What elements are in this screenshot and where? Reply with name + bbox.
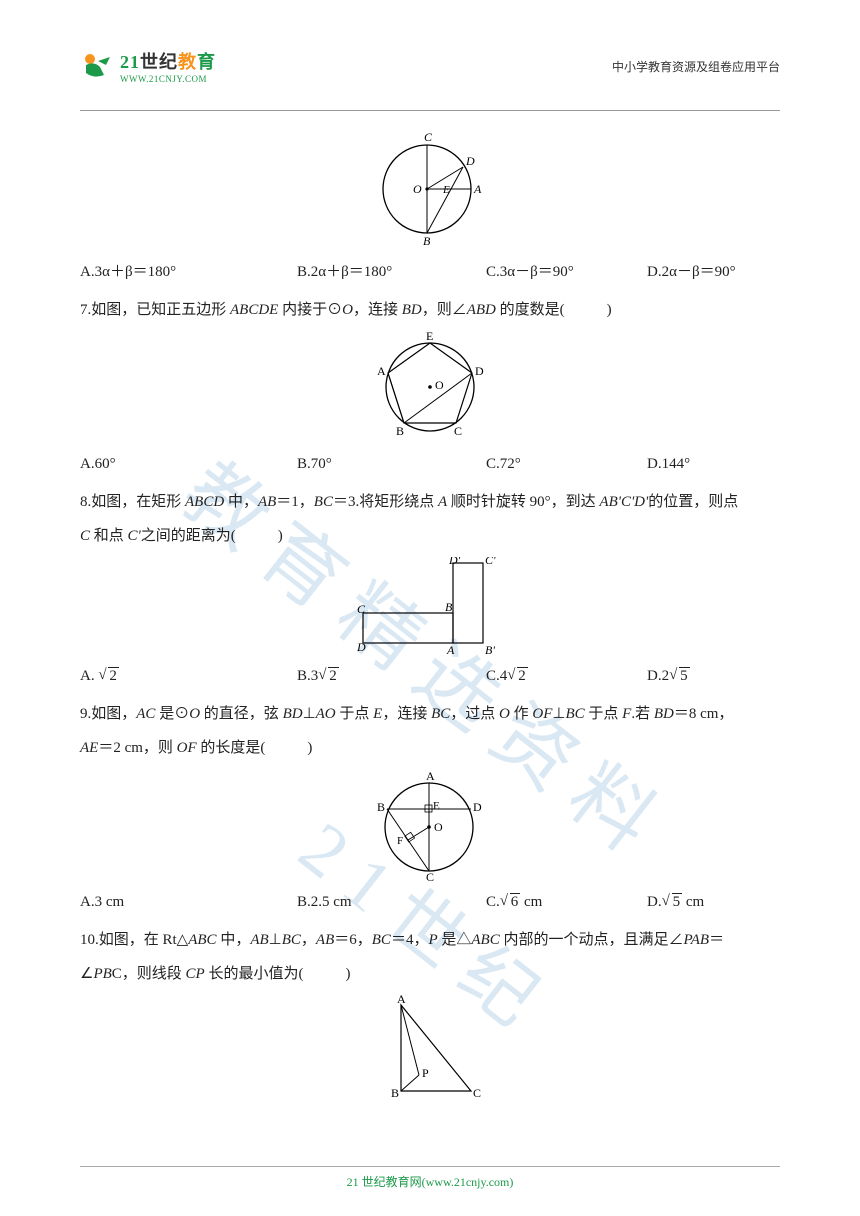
- fig9-svg: A B D E F O C: [371, 769, 489, 881]
- svg-text:D: D: [475, 364, 484, 378]
- svg-text:C: C: [357, 602, 366, 616]
- q9-opt-d: D.5 cm: [647, 894, 780, 911]
- svg-text:B: B: [396, 424, 404, 438]
- fig9-wrap: A B D E F O C: [80, 769, 780, 886]
- fig6-svg: C D A E O B: [375, 129, 485, 247]
- svg-text:B: B: [377, 800, 385, 814]
- svg-text:B': B': [485, 643, 495, 655]
- q9-options: A.3 cm B.2.5 cm C.6 cm D.5 cm: [80, 894, 780, 911]
- fig8-wrap: C D B A B' D' C': [80, 557, 780, 660]
- svg-text:C: C: [473, 1086, 481, 1100]
- q6-opt-a: A.3α＋β＝180°: [80, 260, 297, 281]
- svg-text:P: P: [422, 1066, 429, 1080]
- fig10-svg: A B C P: [375, 995, 485, 1105]
- svg-text:E: E: [442, 184, 450, 196]
- q10-text-2: ∠PBC，则线段 CP 长的最小值为( ): [80, 959, 780, 989]
- svg-text:E: E: [433, 800, 440, 812]
- q6-opt-c: C.3α－β＝90°: [486, 260, 647, 281]
- q7-opt-c: C.72°: [486, 456, 647, 473]
- q8-options: A. 2 B.32 C.42 D.25: [80, 668, 780, 685]
- q8-text-1: 8.如图，在矩形 ABCD 中，AB＝1，BC＝3.将矩形绕点 A 顺时针旋转 …: [80, 487, 780, 517]
- fig6-wrap: C D A E O B: [80, 129, 780, 252]
- q7-opt-b: B.70°: [297, 456, 486, 473]
- footer-text: 21 世纪教育网(www.21cnjy.com): [347, 1175, 514, 1189]
- q8-opt-c: C.42: [486, 668, 647, 685]
- svg-text:A: A: [426, 769, 435, 783]
- q8-opt-a: A. 2: [80, 668, 297, 685]
- svg-text:D: D: [465, 154, 475, 168]
- fig7-wrap: E A D B C O: [80, 331, 780, 448]
- q9-text-1: 9.如图，AC 是⊙O 的直径，弦 BD⊥AO 于点 E，连接 BC，过点 O …: [80, 699, 780, 729]
- q8-opt-d: D.25: [647, 668, 780, 685]
- svg-text:D: D: [473, 800, 482, 814]
- page-footer: 21 世纪教育网(www.21cnjy.com): [0, 1166, 860, 1190]
- q9-text-2: AE＝2 cm，则 OF 的长度是( ): [80, 733, 780, 763]
- q7-text: 7.如图，已知正五边形 ABCDE 内接于⊙O，连接 BD，则∠ABD 的度数是…: [80, 295, 780, 325]
- q6-opt-d: D.2α－β＝90°: [647, 260, 780, 281]
- svg-text:O: O: [434, 820, 443, 834]
- q7-options: A.60° B.70° C.72° D.144°: [80, 456, 780, 473]
- header-right-text: 中小学教育资源及组卷应用平台: [612, 58, 780, 75]
- svg-text:B: B: [391, 1086, 399, 1100]
- svg-text:B: B: [423, 234, 431, 247]
- logo-brand: 21世纪教育: [120, 48, 216, 74]
- svg-text:A: A: [377, 364, 386, 378]
- svg-text:O: O: [413, 182, 422, 196]
- fig10-wrap: A B C P: [80, 995, 780, 1110]
- q6-opt-b: B.2α＋β＝180°: [297, 260, 486, 281]
- q7-opt-d: D.144°: [647, 456, 780, 473]
- logo-icon: [80, 51, 114, 81]
- q9-opt-b: B.2.5 cm: [297, 894, 486, 911]
- q9-opt-c: C.6 cm: [486, 894, 647, 911]
- q8-opt-b: B.32: [297, 668, 486, 685]
- svg-text:A: A: [473, 182, 482, 196]
- svg-text:D: D: [356, 640, 366, 654]
- page-container: 21世纪教育 WWW.21CNJY.COM 中小学教育资源及组卷应用平台 C D…: [0, 0, 860, 1216]
- q10-text-1: 10.如图，在 Rt△ABC 中，AB⊥BC，AB＝6，BC＝4，P 是△ABC…: [80, 925, 780, 955]
- q6-options: A.3α＋β＝180° B.2α＋β＝180° C.3α－β＝90° D.2α－…: [80, 260, 780, 281]
- q8-text-2: C 和点 C'之间的距离为( ): [80, 521, 780, 551]
- svg-text:B: B: [445, 600, 453, 614]
- logo: 21世纪教育 WWW.21CNJY.COM: [80, 48, 216, 84]
- fig7-svg: E A D B C O: [370, 331, 490, 443]
- q7-opt-a: A.60°: [80, 456, 297, 473]
- page-header: 21世纪教育 WWW.21CNJY.COM 中小学教育资源及组卷应用平台: [80, 48, 780, 84]
- svg-text:A: A: [446, 643, 455, 655]
- svg-text:D': D': [448, 557, 461, 567]
- svg-text:C': C': [485, 557, 496, 567]
- svg-text:C: C: [454, 424, 462, 438]
- svg-text:E: E: [426, 331, 433, 343]
- header-rule: [80, 110, 780, 111]
- q9-opt-a: A.3 cm: [80, 894, 297, 911]
- svg-text:A: A: [397, 995, 406, 1006]
- svg-text:O: O: [435, 378, 444, 392]
- svg-text:C: C: [426, 870, 434, 881]
- footer-rule: [80, 1166, 780, 1167]
- svg-text:C: C: [424, 130, 433, 144]
- svg-text:F: F: [397, 835, 403, 847]
- logo-url: WWW.21CNJY.COM: [120, 74, 216, 84]
- fig8-svg: C D B A B' D' C': [345, 557, 515, 655]
